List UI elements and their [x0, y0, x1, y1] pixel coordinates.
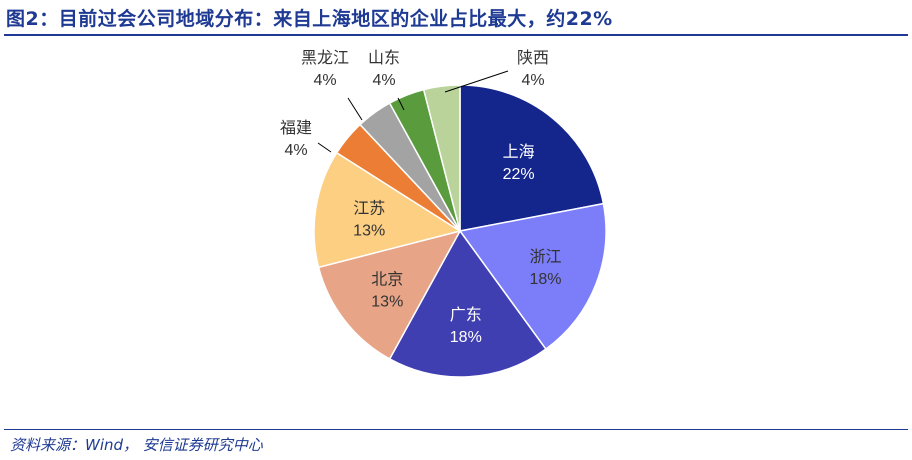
- slice-label-4: 北京: [371, 270, 403, 288]
- slice-label-6: 福建: [280, 119, 312, 137]
- slice-value-4: 13%: [371, 293, 403, 310]
- slice-label-8: 山东: [368, 49, 400, 67]
- slice-value-5: 13%: [353, 223, 385, 240]
- slice-value-8: 4%: [372, 72, 395, 89]
- pie-slice-2: [458, 202, 607, 351]
- slice-label-7: 黑龙江: [301, 49, 349, 67]
- pie-slice-9: [422, 84, 461, 232]
- pie-slices: [313, 84, 607, 378]
- leader-lines: [317, 70, 509, 153]
- pie-slice-5: [313, 151, 462, 269]
- slice-value-6: 4%: [284, 142, 307, 159]
- leader-line-7: [347, 97, 363, 121]
- source-divider: [4, 429, 908, 430]
- figure-title: 图2：目前过会公司地域分布：来自上海地区的企业占比最大，约22%: [6, 8, 613, 30]
- leader-line-9: [444, 70, 509, 93]
- slice-label-2: 浙江: [529, 248, 561, 266]
- slice-labels: 上海 22% 浙江 18% 广东 18% 北京 13% 江苏 13% 福建 4% 黑龙江 4% 山东 4% 陕西…: [280, 49, 562, 346]
- slice-label-9: 陕西: [517, 49, 549, 67]
- slice-label-5: 江苏: [353, 200, 385, 218]
- slice-value-2: 18%: [529, 271, 561, 288]
- pie-slice-1: [459, 84, 605, 232]
- pie-slice-3: [388, 229, 547, 378]
- leader-line-6: [317, 142, 332, 153]
- title-divider: [4, 34, 908, 36]
- source-note: 资料来源：Wind， 安信证券研究中心: [10, 436, 263, 454]
- leader-line-8: [397, 97, 405, 111]
- slice-value-3: 18%: [450, 329, 482, 346]
- slice-value-7: 4%: [313, 72, 336, 89]
- slice-value-9: 4%: [521, 72, 544, 89]
- slice-label-1: 上海: [503, 143, 535, 161]
- pie-slice-4: [317, 229, 462, 360]
- slice-label-3: 广东: [450, 306, 482, 324]
- slice-value-1: 22%: [503, 166, 535, 183]
